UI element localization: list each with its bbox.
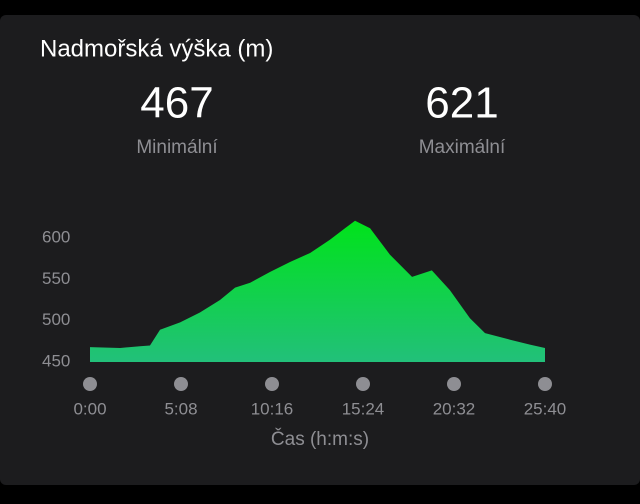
stat-label: Minimální <box>136 137 218 158</box>
x-tick-dot <box>356 377 370 391</box>
x-tick-dot <box>265 377 279 391</box>
y-tick-label: 600 <box>42 228 70 247</box>
x-tick-label: 5:08 <box>164 399 197 418</box>
x-tick-label: 10:16 <box>251 399 294 418</box>
stat-value: 621 <box>425 79 498 128</box>
x-tick-label: 20:32 <box>433 399 476 418</box>
y-tick-label: 550 <box>42 269 70 288</box>
chart-title: Nadmořská výška (m) <box>40 35 273 62</box>
y-tick-label: 450 <box>42 351 70 370</box>
stat-label: Maximální <box>419 137 506 158</box>
x-axis-label: Čas (h:m:s) <box>271 428 369 450</box>
x-tick-dot <box>83 377 97 391</box>
area <box>90 220 545 362</box>
x-tick-dot <box>174 377 188 391</box>
y-tick-label: 500 <box>42 310 70 329</box>
x-tick-dot <box>538 377 552 391</box>
x-tick-label: 15:24 <box>342 399 385 418</box>
x-tick-label: 0:00 <box>73 399 106 418</box>
stat-value: 467 <box>140 79 213 128</box>
x-tick-label: 25:40 <box>524 399 567 418</box>
x-tick-dot <box>447 377 461 391</box>
